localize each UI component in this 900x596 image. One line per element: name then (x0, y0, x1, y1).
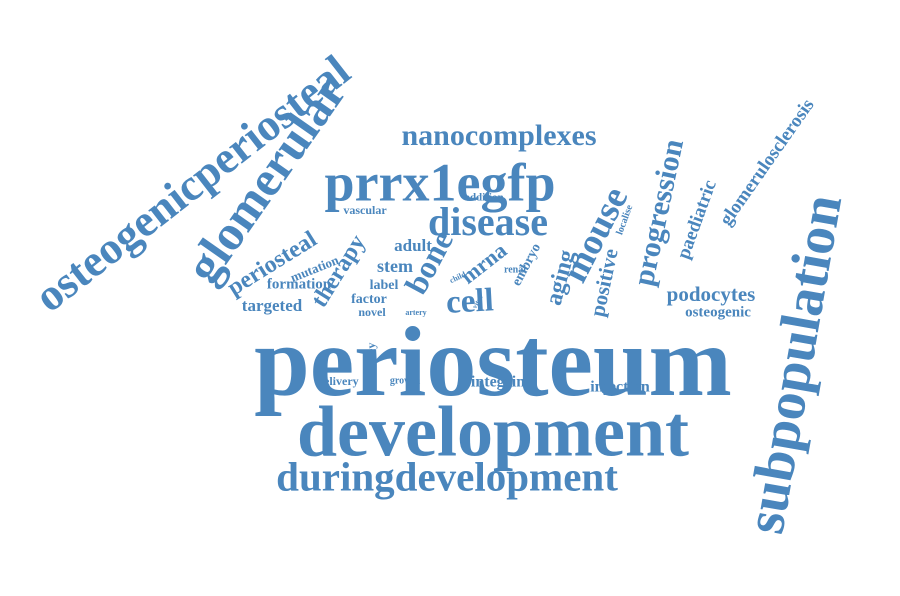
word-artery: artery (405, 308, 426, 317)
word-label: label (370, 278, 399, 293)
word-nanocomplexes: nanocomplexes (402, 119, 597, 152)
word-integrin: integrin (471, 374, 525, 391)
word-paediatric: paediatric (673, 177, 721, 262)
word-vascular: vascular (343, 203, 387, 217)
word-formation: formation (267, 276, 332, 292)
word-duringdevelopment: duringdevelopment (276, 453, 618, 499)
word-novel: novel (358, 305, 386, 319)
word-addition: addition (464, 192, 503, 204)
word-disease: disease (428, 199, 548, 244)
word-progression: progression (627, 136, 690, 289)
word-factor: factor (351, 292, 387, 307)
word-prrx1egfp: prrx1egfp (325, 152, 556, 212)
word-cell: cell (445, 282, 494, 320)
word-adult: adult (394, 236, 432, 255)
word-development: development (297, 392, 689, 472)
word-mrna: mrna (456, 237, 512, 288)
word-injection: injection (590, 379, 650, 396)
word-renal: renal (504, 264, 526, 275)
word-targeted: targeted (242, 296, 303, 315)
word-subpopulation: subpopulation (734, 190, 855, 538)
word-periosteum: periosteum (254, 306, 732, 417)
word-growth: growth (390, 375, 421, 386)
word-kidney: kidney (364, 343, 378, 378)
word-delivery: delivery (317, 374, 358, 388)
word-stem: stem (377, 256, 413, 276)
word-podocytes: podocytes (667, 282, 756, 306)
word-osteogenic: osteogenic (685, 304, 751, 320)
